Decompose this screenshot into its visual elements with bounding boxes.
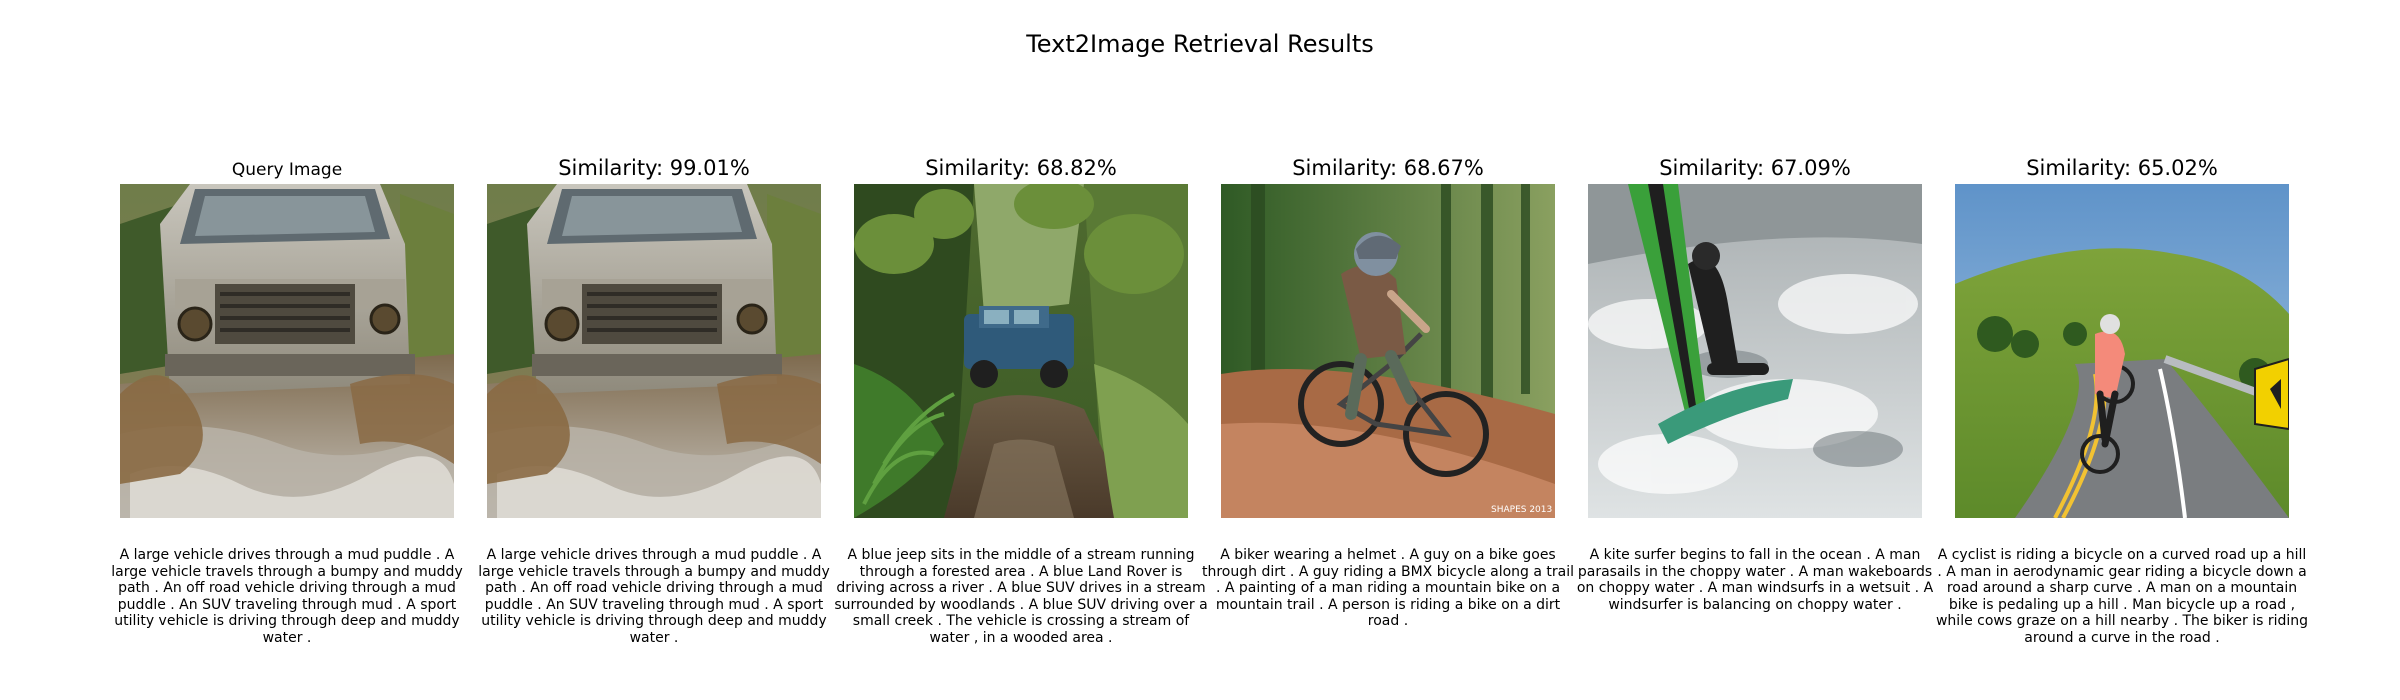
kite-surfer-photo <box>1588 184 1922 518</box>
result-image-2[interactable] <box>854 184 1188 518</box>
result-caption: A biker wearing a helmet . A guy on a bi… <box>1201 547 1575 629</box>
result-image-5[interactable] <box>1955 184 2289 518</box>
query-image-title: Query Image <box>231 160 343 180</box>
result-similarity-title: Similarity: 68.82% <box>925 156 1117 180</box>
result-caption: A large vehicle drives through a mud pud… <box>478 547 830 646</box>
mud-truck-photo <box>487 184 821 518</box>
result-image-4[interactable] <box>1588 184 1922 518</box>
result-similarity-title: Similarity: 65.02% <box>2026 156 2218 180</box>
figure-title: Text2Image Retrieval Results <box>1026 30 1374 58</box>
result-image-3[interactable]: SHAPES 2013 <box>1221 184 1555 518</box>
result-similarity-title: Similarity: 99.01% <box>558 156 750 180</box>
mountain-biker-photo: SHAPES 2013 <box>1221 184 1555 518</box>
result-similarity-title: Similarity: 67.09% <box>1659 156 1851 180</box>
road-cyclist-photo <box>1955 184 2289 518</box>
result-caption: A kite surfer begins to fall in the ocea… <box>1576 547 1934 613</box>
query-image[interactable] <box>120 184 454 518</box>
result-caption: A cyclist is riding a bicycle on a curve… <box>1935 547 2309 646</box>
query-caption: A large vehicle drives through a mud pud… <box>111 547 463 646</box>
result-image-1[interactable] <box>487 184 821 518</box>
jeep-in-stream-photo <box>854 184 1188 518</box>
mud-truck-photo <box>120 184 454 518</box>
result-caption: A blue jeep sits in the middle of a stre… <box>834 547 1208 646</box>
result-similarity-title: Similarity: 68.67% <box>1292 156 1484 180</box>
photo-watermark: SHAPES 2013 <box>1491 505 1552 515</box>
